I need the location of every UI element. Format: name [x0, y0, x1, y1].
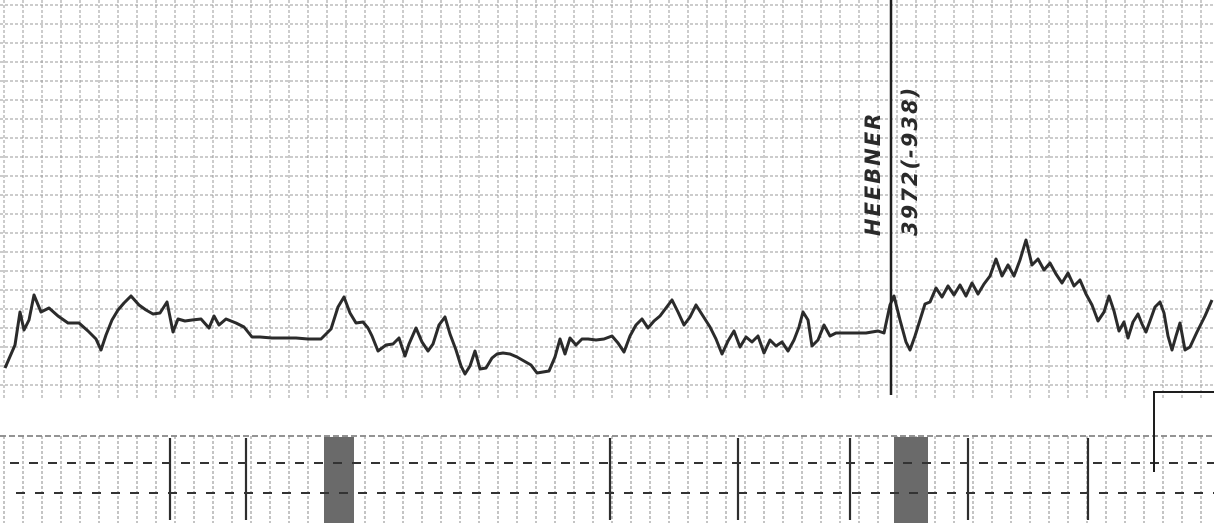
lithology-shaded-interval	[324, 437, 354, 523]
formation-pick-label: HEEBNER	[861, 112, 885, 236]
log-grid	[0, 0, 1214, 398]
lithology-bracket-marker	[1153, 391, 1214, 472]
formation-name: HEEBNER	[861, 112, 885, 236]
lithology-shaded-interval	[894, 437, 928, 523]
lithology-symbols	[10, 438, 1214, 520]
formation-depth: 3972(-938)	[898, 86, 922, 236]
formation-depth-label: 3972(-938)	[898, 86, 922, 236]
log-curve	[3, 238, 1214, 376]
